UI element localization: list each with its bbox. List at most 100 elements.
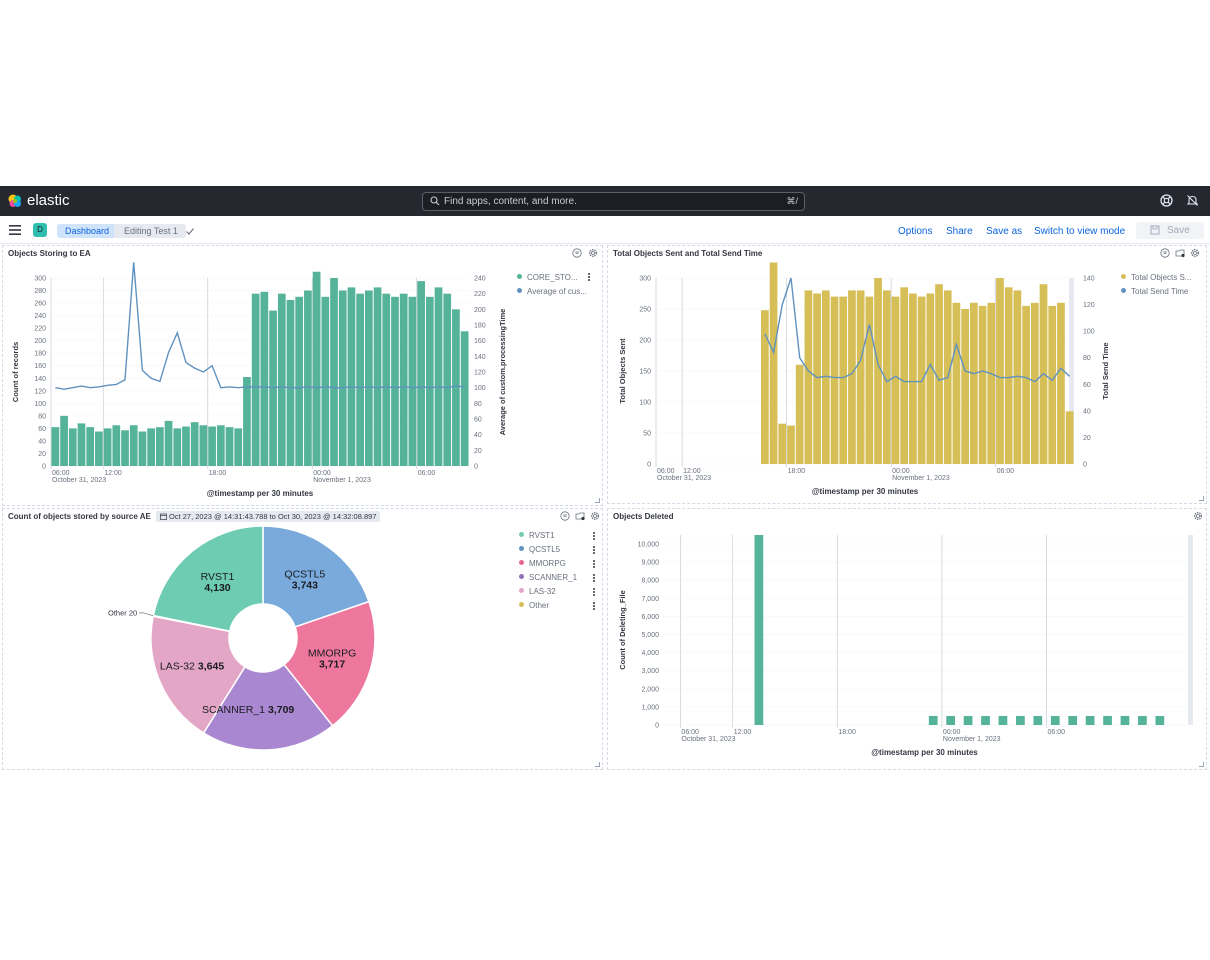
y-tick-label: 140 [34, 376, 46, 383]
space-avatar[interactable]: D [33, 223, 47, 237]
help-icon[interactable] [1160, 194, 1173, 207]
y2-tick-label: 120 [474, 370, 486, 377]
x-tick-label: 12:00 [104, 470, 122, 477]
global-search-input[interactable]: Find apps, content, and more. ⌘/ [422, 192, 805, 211]
bar [1138, 715, 1147, 725]
panel-title: Objects Storing to EA [8, 249, 91, 258]
slice-label: MMORPG [308, 647, 356, 659]
bar [909, 293, 917, 464]
slice-label: RVST1 [201, 571, 235, 583]
legend-item-las32[interactable]: LAS-32 [519, 587, 556, 596]
gear-icon[interactable] [1193, 511, 1203, 521]
bar [417, 281, 425, 466]
bar [856, 290, 865, 464]
bar [778, 423, 787, 464]
search-placeholder: Find apps, content, and more. [444, 196, 577, 207]
legend-item-menu-icon[interactable] [593, 560, 595, 568]
bar [391, 296, 399, 466]
y-tick-label: 300 [34, 276, 46, 283]
resize-handle-icon[interactable] [1199, 496, 1204, 501]
save-button[interactable]: Save [1136, 222, 1204, 239]
bar [1033, 715, 1043, 725]
chart-objects-deleted: 0 1,000 2,000 3,000 4,000 5,000 6,000 7,000 8,00… [618, 535, 1193, 757]
bar [813, 293, 821, 464]
save-as-link[interactable]: Save as [986, 226, 1023, 237]
gear-icon[interactable] [588, 248, 598, 258]
y-tick-label: 200 [34, 338, 46, 345]
bar [961, 309, 969, 464]
series-line [764, 277, 1071, 383]
x-tick-label: 06:00 [52, 470, 70, 477]
open-panel-icon[interactable] [1175, 248, 1185, 258]
legend-item-menu-icon[interactable] [593, 588, 595, 596]
bar [277, 293, 286, 466]
legend-item-rvst1[interactable]: RVST1 [519, 531, 555, 540]
legend-item-other[interactable]: Other [519, 601, 549, 610]
legend-swatch [517, 288, 522, 293]
legend-item-qcstl5[interactable]: QCSTL5 [519, 545, 560, 554]
newsfeed-icon[interactable] [1186, 194, 1199, 207]
bar [874, 278, 882, 464]
y2-tick-label: 60 [474, 417, 482, 424]
elastic-logo-icon[interactable] [7, 193, 23, 209]
legend-item-menu-icon[interactable] [593, 546, 595, 554]
legend-item-menu-icon[interactable] [593, 602, 595, 610]
legend-item-menu-icon[interactable] [593, 532, 595, 540]
options-link[interactable]: Options [898, 226, 933, 237]
open-panel-icon[interactable] [575, 511, 585, 521]
bar [95, 431, 103, 466]
bar [156, 427, 164, 466]
breadcrumb-dashboard[interactable]: Dashboard [57, 224, 118, 238]
bar [234, 428, 243, 466]
x-tick-label: 06:00 [657, 468, 675, 475]
legend-item-average[interactable]: Average of cus... [517, 287, 587, 296]
resize-handle-icon[interactable] [1199, 762, 1204, 767]
y-tick-label: 180 [34, 351, 46, 358]
bar [1065, 411, 1074, 464]
share-link[interactable]: Share [946, 226, 973, 237]
x-tick-sublabel: October 31, 2023 [681, 736, 735, 743]
filter-icon[interactable] [1160, 248, 1170, 258]
save-button-label: Save [1167, 225, 1190, 236]
bar [112, 425, 121, 466]
series-line [55, 262, 465, 390]
filter-icon[interactable] [560, 511, 570, 521]
y-tick-label: 300 [639, 276, 651, 283]
y2-axis-label: Average of custom.processingTime [498, 309, 507, 436]
bar [900, 287, 909, 464]
legend-item-core[interactable]: CORE_STO... [517, 273, 578, 282]
app-root: elastic Find apps, content, and more. ⌘/ [0, 186, 1210, 774]
resize-handle-icon[interactable] [595, 762, 600, 767]
y2-tick-label: 20 [474, 448, 482, 455]
filter-icon[interactable] [572, 248, 582, 258]
bar [460, 331, 469, 466]
legend-menu-icon[interactable] [588, 273, 590, 281]
bar [190, 422, 199, 466]
gear-icon[interactable] [1190, 248, 1200, 258]
legend-item-scanner1[interactable]: SCANNER_1 [519, 573, 577, 582]
legend-item-mmorpg[interactable]: MMORPG [519, 559, 566, 568]
y-axis-label: Count of records [11, 342, 20, 402]
menu-icon[interactable] [9, 225, 21, 235]
legend-item-total-objects[interactable]: Total Objects S... [1121, 273, 1191, 282]
y-tick-label: 260 [34, 301, 46, 308]
y-tick-label: 20 [38, 451, 46, 458]
check-icon[interactable] [185, 226, 195, 236]
legend-item-send-time[interactable]: Total Send Time [1121, 287, 1188, 296]
x-tick-label: 18:00 [788, 468, 806, 475]
bar [295, 296, 304, 466]
gear-icon[interactable] [590, 511, 600, 521]
legend-item-menu-icon[interactable] [593, 574, 595, 582]
y2-tick-label: 40 [474, 432, 482, 439]
y2-tick-label: 20 [1083, 435, 1091, 442]
bar [981, 715, 990, 725]
switch-to-view-mode-link[interactable]: Switch to view mode [1034, 226, 1126, 237]
date-range-badge[interactable]: Oct 27, 2023 @ 14:31:43.788 to Oct 30, 2… [156, 511, 381, 522]
resize-handle-icon[interactable] [595, 498, 600, 503]
y2-tick-label: 40 [1083, 408, 1091, 415]
bar [382, 293, 391, 466]
y-tick-label: 240 [34, 313, 46, 320]
legend-swatch [519, 602, 524, 607]
bar [787, 425, 795, 464]
save-icon [1150, 225, 1160, 235]
